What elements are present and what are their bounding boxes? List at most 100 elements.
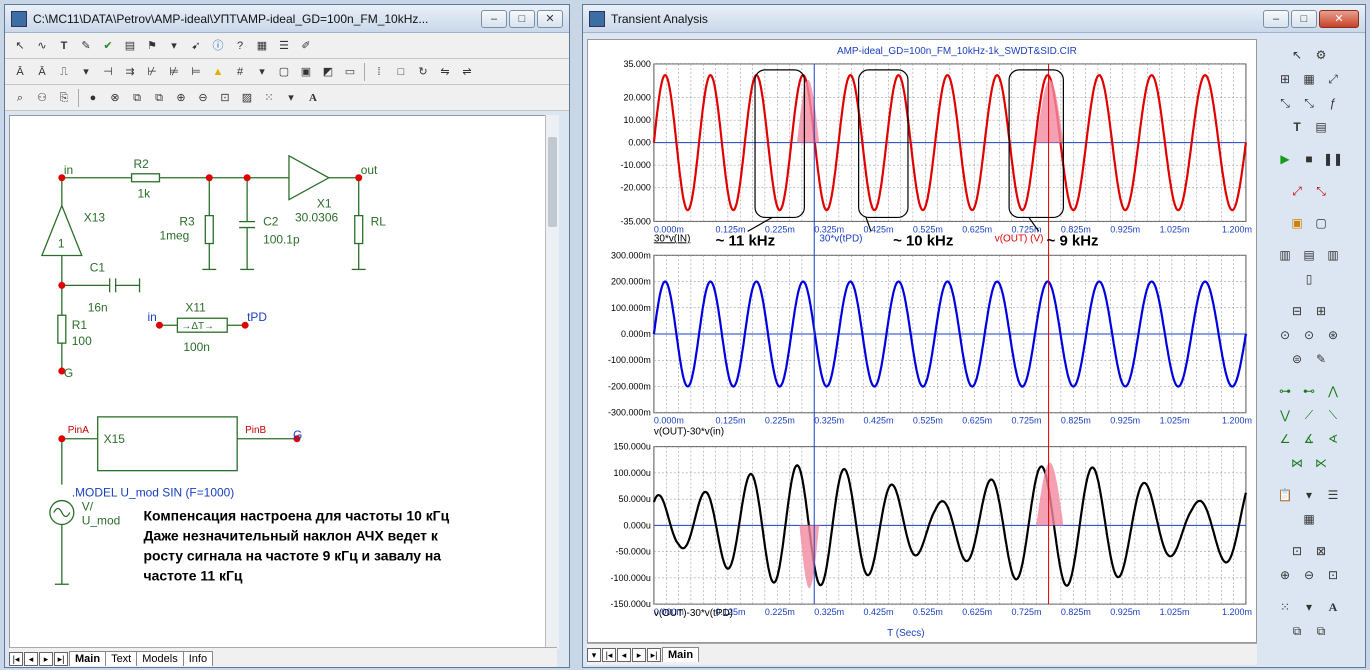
close-button[interactable]: ✕	[1319, 9, 1359, 28]
maximize-button[interactable]: □	[1291, 9, 1317, 28]
run-icon[interactable]: ▶	[1280, 152, 1290, 166]
find-icon[interactable]: ⌕	[16, 91, 24, 104]
dropdown-icon[interactable]: ▾	[83, 65, 89, 78]
columns2-icon[interactable]: ▥	[1327, 248, 1339, 262]
nav-dropdown-icon[interactable]: ▾	[587, 647, 601, 662]
transient-plot[interactable]: 35.000 20.000 10.000 0.000 -10.000 -20.000 -35…	[587, 39, 1257, 643]
schematic-vertical-scrollbar[interactable]	[545, 115, 559, 649]
list-icon[interactable]: ☰	[1327, 488, 1339, 502]
text-icon[interactable]: T	[1293, 120, 1301, 134]
cancel-icon[interactable]: ⊗	[110, 91, 120, 104]
fit2-icon[interactable]: ⊠	[1315, 544, 1327, 558]
frame-icon[interactable]: ▣	[1291, 216, 1303, 230]
nav-prev-icon[interactable]: ◂	[24, 651, 38, 666]
clipboard-icon[interactable]: 📋	[1277, 488, 1293, 502]
zoom-fit-icon[interactable]: ⊡	[220, 91, 230, 104]
font-icon[interactable]: A	[309, 91, 317, 104]
text-a-icon[interactable]: Ā	[16, 65, 24, 78]
zoom-out-icon[interactable]: ⊖	[198, 91, 208, 104]
search3-icon[interactable]: ⊛	[1327, 328, 1339, 342]
stop-icon[interactable]: ■	[1305, 152, 1313, 166]
pin4-icon[interactable]: ⊨	[191, 65, 201, 78]
select-icon[interactable]: ↖	[15, 39, 25, 52]
low-icon[interactable]: ⋁	[1280, 408, 1290, 422]
scroll-thumb[interactable]	[548, 137, 557, 227]
cursor-icon[interactable]: ⤢	[1292, 184, 1302, 198]
measure2-icon[interactable]: ∡	[1303, 432, 1315, 446]
select-icon[interactable]: ↖	[1291, 48, 1303, 62]
nav-last-icon[interactable]: ▸|	[647, 647, 661, 662]
pin3-icon[interactable]: ⊭	[169, 65, 179, 78]
tab-main[interactable]: Main	[662, 647, 700, 662]
rows-icon[interactable]: ▤	[1303, 248, 1315, 262]
tab-text[interactable]: Text	[105, 651, 138, 666]
dropdown-icon[interactable]: ▾	[1305, 488, 1313, 502]
search-icon[interactable]: ⊙	[1279, 328, 1291, 342]
axis2-icon[interactable]: ⤡	[1304, 96, 1314, 110]
tree-icon[interactable]: ⋈	[1291, 456, 1303, 470]
grid-icon[interactable]: ▦	[1303, 72, 1315, 86]
image-icon[interactable]: ▨	[241, 91, 253, 104]
pin-icon[interactable]: ⊣	[103, 65, 113, 78]
transient-titlebar[interactable]: Transient Analysis – □ ✕	[583, 5, 1365, 33]
page2-icon[interactable]: ▣	[300, 65, 312, 78]
grid-icon[interactable]: ▦	[256, 39, 268, 52]
mirror-icon[interactable]: ⇋	[440, 65, 450, 78]
options-icon[interactable]: ⚙	[1315, 48, 1327, 62]
nav-prev-icon[interactable]: ◂	[617, 647, 631, 662]
split2-icon[interactable]: ⊞	[1315, 304, 1327, 318]
peak-icon[interactable]: ⊶	[1279, 384, 1291, 398]
help-icon[interactable]: ?	[236, 39, 244, 52]
pen-icon[interactable]: ✎	[81, 39, 91, 52]
grid-dots-icon[interactable]: ⁙	[264, 91, 274, 104]
component-icon[interactable]: ▤	[124, 39, 136, 52]
check-icon[interactable]: ✔	[103, 39, 113, 52]
close-button[interactable]: ✕	[537, 9, 563, 28]
nav-next-icon[interactable]: ▸	[39, 651, 53, 666]
copy-icon[interactable]: ⧉	[1292, 624, 1302, 638]
nav-next-icon[interactable]: ▸	[632, 647, 646, 662]
hash-icon[interactable]: #	[236, 65, 244, 78]
warning-icon[interactable]: ▲	[212, 65, 224, 78]
grid-dots-icon[interactable]: ⁙	[1279, 600, 1291, 614]
probe-icon[interactable]: ◩	[322, 65, 334, 78]
dropdown-icon[interactable]: ▾	[1305, 600, 1313, 614]
stop-icon[interactable]: ●	[89, 91, 97, 104]
page-icon[interactable]: ▢	[278, 65, 290, 78]
zoom-in-icon[interactable]: ⊕	[176, 91, 186, 104]
info-icon[interactable]: ⓘ	[212, 39, 224, 52]
binoculars-icon[interactable]: ⚇	[37, 91, 47, 104]
axis-icon[interactable]: ⤡	[1280, 96, 1290, 110]
dropdown-icon[interactable]: ▾	[288, 91, 294, 104]
connect-icon[interactable]: ⇉	[125, 65, 135, 78]
slope-icon[interactable]: ⟋	[1304, 408, 1314, 422]
tab-info[interactable]: Info	[182, 651, 214, 666]
dots-icon[interactable]: ⁞	[377, 65, 381, 78]
schematic-canvas[interactable]: in out R2 1k X1 30.0306 R3 1meg C2 100.1…	[9, 115, 557, 649]
paint-icon[interactable]: ✐	[301, 39, 311, 52]
measure-icon[interactable]: ∠	[1279, 432, 1291, 446]
high-icon[interactable]: ⋀	[1328, 384, 1338, 398]
rescale-icon[interactable]: ⤢	[1328, 72, 1338, 86]
layer2-icon[interactable]: ⧉	[155, 91, 163, 104]
scale-icon[interactable]: ⊞	[1279, 72, 1291, 86]
flag-icon[interactable]: ⚑	[147, 39, 157, 52]
nav-first-icon[interactable]: |◂	[602, 647, 616, 662]
pause-icon[interactable]: ❚❚	[1323, 152, 1344, 166]
slope2-icon[interactable]: ⟍	[1328, 408, 1338, 422]
tree2-icon[interactable]: ⋉	[1315, 456, 1327, 470]
rotate-icon[interactable]: ↻	[418, 65, 428, 78]
fit-icon[interactable]: ⊡	[1291, 544, 1303, 558]
disabled-icon[interactable]: ⊜	[1291, 352, 1303, 366]
box-icon[interactable]: □	[397, 65, 405, 78]
calendar-icon[interactable]: ▦	[1303, 512, 1315, 526]
maximize-button[interactable]: □	[509, 9, 535, 28]
minimize-button[interactable]: –	[481, 9, 507, 28]
columns-icon[interactable]: ▥	[1279, 248, 1291, 262]
fx-icon[interactable]: ƒ	[1329, 96, 1337, 110]
nav-last-icon[interactable]: ▸|	[54, 651, 68, 666]
text-icon[interactable]: T	[60, 39, 68, 52]
tab-main[interactable]: Main	[69, 651, 107, 666]
dropdown-icon[interactable]: ▾	[259, 65, 265, 78]
dropdown-icon[interactable]: ▾	[171, 39, 177, 52]
